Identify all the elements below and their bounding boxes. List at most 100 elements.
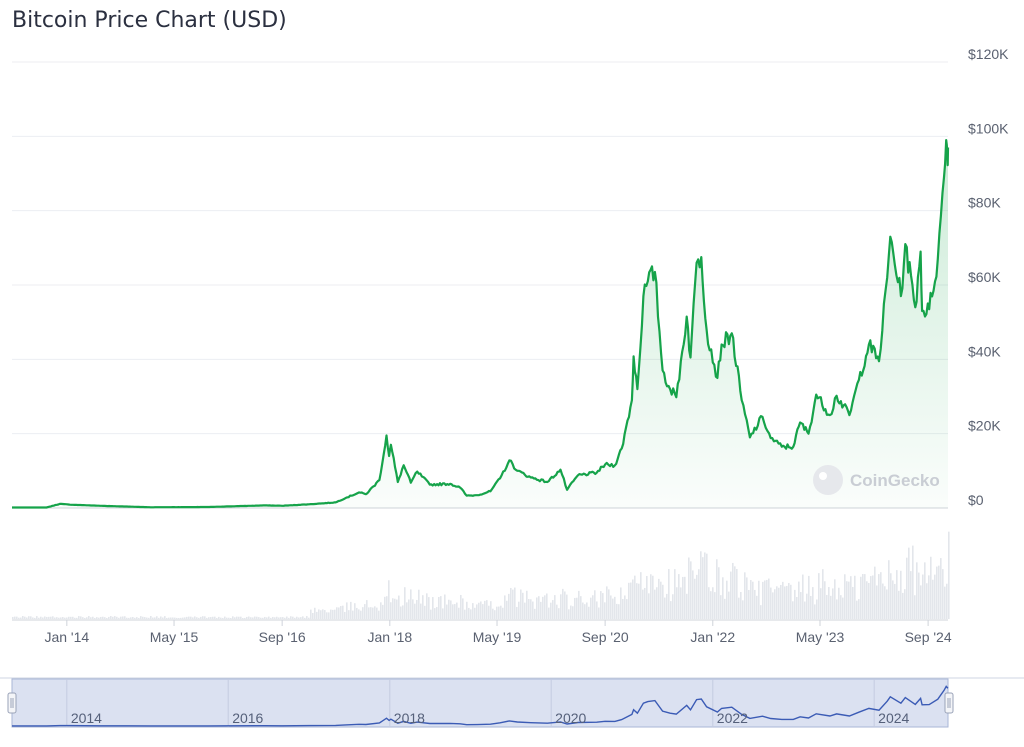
volume-bar	[628, 582, 630, 619]
volume-bar	[516, 606, 518, 619]
volume-bar	[228, 617, 230, 619]
navigator-left-handle[interactable]	[7, 692, 17, 714]
volume-bar	[106, 617, 108, 619]
volume-bar	[272, 616, 274, 619]
volume-bar	[900, 570, 902, 619]
volume-bar	[770, 587, 772, 619]
navigator-right-handle[interactable]	[944, 692, 954, 714]
price-area	[12, 140, 948, 508]
volume-bar	[40, 616, 42, 619]
volume-bar	[80, 616, 82, 619]
navigator-tick-label: 2024	[878, 710, 909, 726]
volume-bar	[160, 616, 162, 619]
volume-bar	[782, 581, 784, 619]
volume-bar	[754, 589, 756, 619]
volume-bar	[882, 583, 884, 619]
volume-bar	[730, 571, 732, 619]
volume-bar	[902, 592, 904, 619]
volume-bar	[336, 607, 338, 619]
navigator-tick-label: 2014	[71, 710, 102, 726]
volume-bar	[520, 589, 522, 619]
volume-bar	[190, 616, 192, 619]
volume-bar	[386, 596, 388, 619]
volume-bar	[798, 581, 800, 619]
volume-bar	[206, 617, 208, 619]
volume-bar	[450, 600, 452, 619]
volume-bar	[396, 599, 398, 619]
volume-bar	[30, 616, 32, 619]
navigator-selected-range[interactable]	[11, 678, 949, 728]
volume-bar	[576, 597, 578, 619]
volume-bar	[270, 617, 272, 619]
volume-bar	[300, 617, 302, 619]
volume-bar	[686, 593, 688, 619]
volume-bar	[42, 617, 44, 619]
volume-bar	[706, 553, 708, 619]
volume-bar	[142, 616, 144, 619]
volume-bar	[640, 572, 642, 619]
volume-bar	[134, 617, 136, 619]
volume-bar	[280, 617, 282, 619]
navigator-line	[12, 685, 949, 727]
volume-bar	[304, 617, 306, 619]
volume-bar	[896, 570, 898, 619]
price-line[interactable]	[12, 139, 950, 509]
y-tick-label: $100K	[968, 120, 1009, 136]
volume-bar	[22, 616, 24, 619]
volume-bar	[490, 601, 492, 619]
x-tick-label: Jan '14	[44, 629, 89, 645]
volume-bar	[368, 607, 370, 619]
volume-bar	[236, 616, 238, 619]
y-tick-label: $60K	[968, 269, 1001, 285]
volume-bar	[308, 617, 310, 619]
volume-bar	[356, 607, 358, 619]
volume-bar	[456, 602, 458, 619]
volume-bar	[634, 575, 636, 619]
volume-bar	[92, 616, 94, 619]
volume-bar	[276, 616, 278, 619]
volume-bar	[252, 617, 254, 619]
volume-bar	[662, 584, 664, 619]
volume-bar	[166, 617, 168, 619]
volume-bar	[590, 597, 592, 619]
volume-bar	[834, 579, 836, 619]
volume-bar	[870, 576, 872, 619]
volume-bar	[226, 617, 228, 619]
volume-bar	[46, 616, 48, 619]
volume-bar	[66, 617, 68, 619]
volume-bar	[614, 596, 616, 619]
volume-bar	[286, 616, 288, 619]
volume-bar	[202, 616, 204, 619]
volume-bar	[454, 604, 456, 619]
volume-bar	[626, 599, 628, 619]
volume-bar	[256, 616, 258, 619]
volume-bar	[914, 595, 916, 619]
volume-bar	[708, 587, 710, 619]
volume-bar	[326, 612, 328, 619]
volume-bar	[508, 593, 510, 619]
volume-bar	[812, 587, 814, 619]
volume-bar	[224, 616, 226, 619]
volume-bar	[74, 617, 76, 619]
volume-bar	[758, 580, 760, 619]
volume-bar	[282, 617, 284, 619]
volume-bar	[532, 601, 534, 619]
navigator[interactable]: 2014 2016 2018 2020 2022 2024	[0, 677, 1024, 728]
volume-bar	[426, 593, 428, 619]
volume-bar	[62, 617, 64, 619]
volume-bar	[156, 616, 158, 619]
volume-bar	[726, 580, 728, 619]
volume-bar	[76, 617, 78, 619]
volume-bar	[310, 609, 312, 619]
volume-bar	[594, 590, 596, 619]
volume-bar	[854, 575, 856, 619]
volume-bar	[492, 608, 494, 619]
volume-bar	[862, 574, 864, 619]
volume-bar	[904, 589, 906, 619]
volume-bar	[524, 602, 526, 619]
volume-bar	[128, 617, 130, 619]
volume-bar	[784, 586, 786, 619]
volume-bar	[468, 607, 470, 619]
volume-bar	[20, 617, 22, 619]
